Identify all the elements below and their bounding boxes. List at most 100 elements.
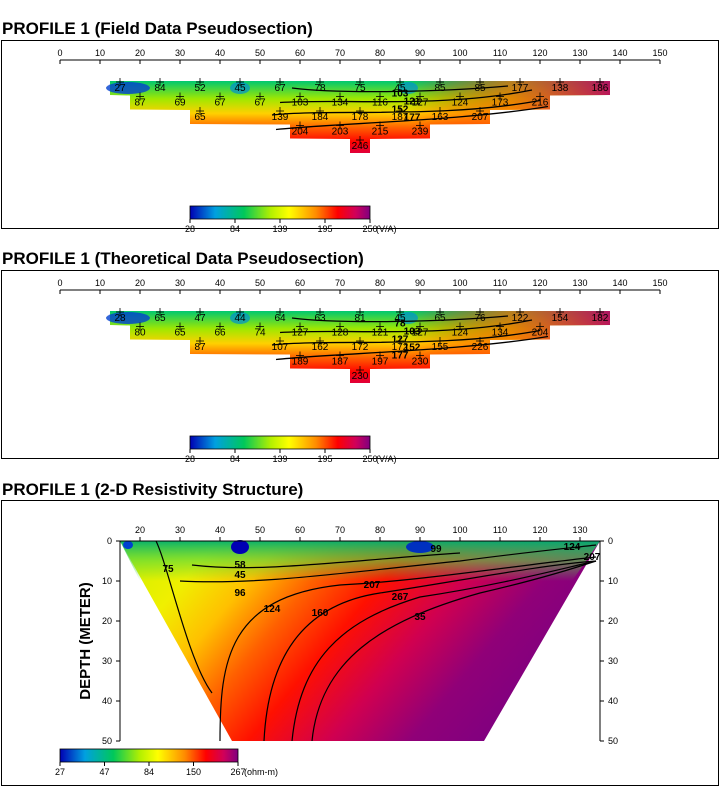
chart-title-theoretical: PROFILE 1 (Theoretical Data Pseudosectio… xyxy=(2,249,364,268)
y-tick-label: 10 xyxy=(608,576,618,586)
data-point-label: 80 xyxy=(134,328,146,339)
contour-label: 35 xyxy=(414,612,426,623)
colorbar-tick-label: 47 xyxy=(99,767,109,777)
data-point-label: 127 xyxy=(292,328,309,339)
x-tick-label: 130 xyxy=(572,525,587,535)
contour-label: 75 xyxy=(162,564,174,575)
colorbar xyxy=(189,205,371,220)
x-tick-label: 0 xyxy=(57,48,62,58)
contour-label: 267 xyxy=(392,592,409,603)
data-point-label: 65 xyxy=(434,313,446,324)
x-tick-label: 80 xyxy=(375,48,385,58)
y-tick-label: 30 xyxy=(102,656,112,666)
low-anomaly xyxy=(406,541,434,553)
colorbar-unit: (ohm-m) xyxy=(244,767,278,777)
x-tick-label: 100 xyxy=(452,48,467,58)
colorbar-tick-label: 84 xyxy=(144,767,154,777)
data-point-label: 116 xyxy=(372,98,388,109)
colorbar-unit: (V/A) xyxy=(376,454,397,464)
pseudosection-panel: 0 10 20 30 40 50 60 70 80 90 100 110 120 130 140 150 28 6… xyxy=(1,270,719,464)
low-anomaly xyxy=(106,312,150,324)
pseudosection-high-zone xyxy=(110,81,610,153)
contour-line xyxy=(275,105,549,131)
x-tick-label: 0 xyxy=(57,278,62,288)
data-point-label: 85 xyxy=(474,83,486,94)
colorbar xyxy=(189,435,371,450)
contour-label: 124 xyxy=(264,604,281,615)
colorbar-tick-label: 250 xyxy=(362,454,377,464)
contour-label: 124 xyxy=(564,542,581,553)
data-point-label: 44 xyxy=(234,313,246,324)
y-tick-label: 30 xyxy=(608,656,618,666)
data-point-label: 203 xyxy=(332,127,349,138)
x-tick-label: 50 xyxy=(255,48,265,58)
colorbar-tick-label: 28 xyxy=(185,454,195,464)
x-tick-label: 50 xyxy=(255,525,265,535)
x-tick-label: 60 xyxy=(295,525,305,535)
x-tick-label: 120 xyxy=(532,48,547,58)
y-tick-label: 50 xyxy=(608,736,618,746)
data-point-label: 246 xyxy=(352,141,369,152)
colorbar-tick-label: 195 xyxy=(317,454,332,464)
colorbar-tick-label: 195 xyxy=(317,224,332,234)
data-point-label: 134 xyxy=(492,328,509,339)
x-tick-label: 110 xyxy=(493,525,507,535)
contour-label: 127 xyxy=(392,335,409,346)
contour-line xyxy=(179,544,597,583)
x-tick-label: 110 xyxy=(493,278,507,288)
pseudosection-panel: 0 10 20 30 40 50 60 70 80 90 100 110 120 130 140 150 27 8… xyxy=(1,40,719,234)
data-point-label: 172 xyxy=(392,342,409,353)
data-point-label: 128 xyxy=(332,328,349,339)
y-tick-label: 0 xyxy=(608,536,613,546)
x-tick-label: 150 xyxy=(652,278,667,288)
x-tick-label: 80 xyxy=(375,278,385,288)
data-point-label: 87 xyxy=(194,342,206,353)
x-tick-label: 10 xyxy=(95,48,105,58)
data-point-label: 122 xyxy=(512,313,529,324)
pseudosection-high-zone xyxy=(110,311,610,383)
contour-label: 207 xyxy=(584,552,601,563)
contour-line xyxy=(263,560,597,742)
contour-line xyxy=(291,85,509,93)
x-tick-label: 60 xyxy=(295,48,305,58)
contour-line xyxy=(275,335,549,361)
contour-label: 152 xyxy=(392,105,409,116)
low-anomaly xyxy=(123,541,133,549)
data-point-label: 65 xyxy=(194,112,206,123)
contour-label: 152 xyxy=(404,343,421,354)
contour-line xyxy=(271,99,541,116)
data-point-label: 69 xyxy=(174,98,186,109)
data-point-label: 27 xyxy=(114,83,126,94)
contour-line xyxy=(279,89,533,104)
data-point-label: 124 xyxy=(452,98,469,109)
colorbar-unit: (V/A) xyxy=(376,224,397,234)
data-point-label: 64 xyxy=(274,313,286,324)
x-tick-label: 20 xyxy=(135,525,145,535)
data-point-label: 63 xyxy=(314,313,326,324)
data-point-label: 187 xyxy=(392,112,409,123)
x-tick-label: 20 xyxy=(135,48,145,58)
y-axis-label: DEPTH (METER) xyxy=(77,582,94,700)
data-point-label: 67 xyxy=(274,83,286,94)
contour-line xyxy=(155,540,213,694)
data-point-label: 182 xyxy=(592,313,609,324)
x-tick-label: 70 xyxy=(335,48,345,58)
data-point-label: 78 xyxy=(314,83,326,94)
colorbar xyxy=(59,748,239,763)
data-point-label: 230 xyxy=(412,357,429,368)
data-point-label: 163 xyxy=(432,112,449,123)
y-tick-label: 50 xyxy=(102,736,112,746)
data-point-label: 124 xyxy=(452,328,469,339)
data-point-label: 184 xyxy=(312,112,329,123)
panel-frame xyxy=(1,270,719,459)
colorbar-tick-label: 28 xyxy=(185,224,195,234)
data-point-label: 204 xyxy=(532,328,549,339)
data-point-label: 65 xyxy=(174,328,186,339)
data-point-label: 207 xyxy=(472,112,489,123)
data-point-label: 107 xyxy=(272,342,289,353)
data-point-label: 76 xyxy=(474,313,486,324)
x-tick-label: 40 xyxy=(215,525,225,535)
data-point-label: 239 xyxy=(412,127,429,138)
data-point-label: 75 xyxy=(354,83,366,94)
